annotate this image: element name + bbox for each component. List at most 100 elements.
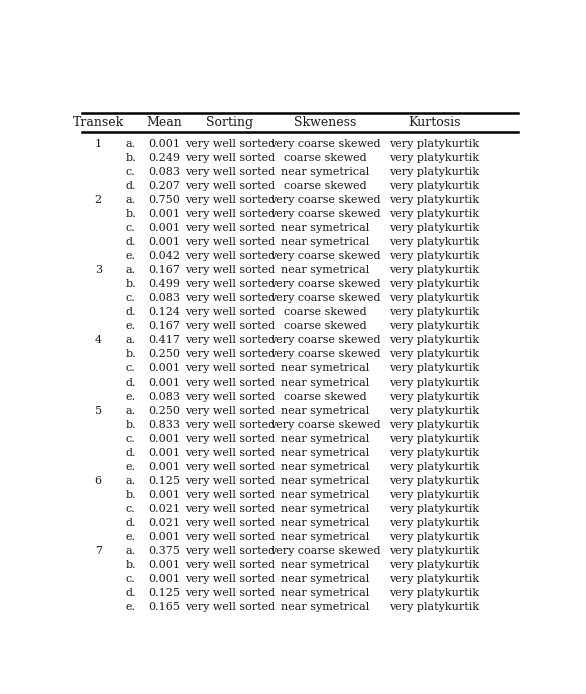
Text: coarse skewed: coarse skewed (284, 391, 367, 402)
Text: very platykurtik: very platykurtik (389, 251, 479, 261)
Text: 0.042: 0.042 (148, 251, 180, 261)
Text: very well sorted: very well sorted (185, 518, 275, 528)
Text: very well sorted: very well sorted (185, 364, 275, 373)
Text: d.: d. (125, 307, 136, 317)
Text: 0.001: 0.001 (148, 434, 180, 443)
Text: Kurtosis: Kurtosis (408, 117, 461, 129)
Text: near symetrical: near symetrical (281, 167, 369, 177)
Text: very platykurtik: very platykurtik (389, 335, 479, 346)
Text: very coarse skewed: very coarse skewed (270, 293, 380, 303)
Text: very platykurtik: very platykurtik (389, 321, 479, 331)
Text: 0.001: 0.001 (148, 462, 180, 472)
Text: very platykurtik: very platykurtik (389, 391, 479, 402)
Text: very platykurtik: very platykurtik (389, 223, 479, 233)
Text: very well sorted: very well sorted (185, 420, 275, 430)
Text: very platykurtik: very platykurtik (389, 476, 479, 486)
Text: 0.165: 0.165 (148, 602, 180, 612)
Text: very platykurtik: very platykurtik (389, 293, 479, 303)
Text: e.: e. (125, 321, 135, 331)
Text: very platykurtik: very platykurtik (389, 589, 479, 598)
Text: very platykurtik: very platykurtik (389, 237, 479, 247)
Text: 0.499: 0.499 (148, 279, 180, 289)
Text: very platykurtik: very platykurtik (389, 434, 479, 443)
Text: very well sorted: very well sorted (185, 504, 275, 514)
Text: d.: d. (125, 180, 136, 191)
Text: very coarse skewed: very coarse skewed (270, 335, 380, 346)
Text: 0.001: 0.001 (148, 139, 180, 149)
Text: near symetrical: near symetrical (281, 518, 369, 528)
Text: 0.167: 0.167 (148, 265, 180, 275)
Text: very platykurtik: very platykurtik (389, 195, 479, 205)
Text: 1: 1 (95, 139, 102, 149)
Text: very coarse skewed: very coarse skewed (270, 209, 380, 219)
Text: 0.001: 0.001 (148, 532, 180, 542)
Text: very well sorted: very well sorted (185, 405, 275, 416)
Text: c.: c. (125, 167, 135, 177)
Text: near symetrical: near symetrical (281, 434, 369, 443)
Text: very well sorted: very well sorted (185, 195, 275, 205)
Text: very platykurtik: very platykurtik (389, 364, 479, 373)
Text: very platykurtik: very platykurtik (389, 265, 479, 275)
Text: b.: b. (125, 349, 136, 359)
Text: very platykurtik: very platykurtik (389, 448, 479, 458)
Text: c.: c. (125, 504, 135, 514)
Text: very well sorted: very well sorted (185, 490, 275, 500)
Text: very well sorted: very well sorted (185, 293, 275, 303)
Text: very well sorted: very well sorted (185, 575, 275, 584)
Text: 0.249: 0.249 (148, 153, 180, 162)
Text: near symetrical: near symetrical (281, 265, 369, 275)
Text: very well sorted: very well sorted (185, 335, 275, 346)
Text: d.: d. (125, 237, 136, 247)
Text: Transek: Transek (73, 117, 124, 129)
Text: very coarse skewed: very coarse skewed (270, 420, 380, 430)
Text: very well sorted: very well sorted (185, 602, 275, 612)
Text: near symetrical: near symetrical (281, 490, 369, 500)
Text: very platykurtik: very platykurtik (389, 349, 479, 359)
Text: very platykurtik: very platykurtik (389, 405, 479, 416)
Text: very well sorted: very well sorted (185, 391, 275, 402)
Text: 0.001: 0.001 (148, 490, 180, 500)
Text: very well sorted: very well sorted (185, 448, 275, 458)
Text: very platykurtik: very platykurtik (389, 420, 479, 430)
Text: near symetrical: near symetrical (281, 223, 369, 233)
Text: 2: 2 (95, 195, 102, 205)
Text: 0.207: 0.207 (148, 180, 180, 191)
Text: Skweness: Skweness (294, 117, 356, 129)
Text: very platykurtik: very platykurtik (389, 167, 479, 177)
Text: 0.375: 0.375 (148, 546, 180, 556)
Text: 0.001: 0.001 (148, 223, 180, 233)
Text: very well sorted: very well sorted (185, 180, 275, 191)
Text: a.: a. (125, 335, 135, 346)
Text: e.: e. (125, 532, 135, 542)
Text: 0.125: 0.125 (148, 589, 180, 598)
Text: very well sorted: very well sorted (185, 476, 275, 486)
Text: e.: e. (125, 391, 135, 402)
Text: coarse skewed: coarse skewed (284, 307, 367, 317)
Text: near symetrical: near symetrical (281, 560, 369, 570)
Text: b.: b. (125, 490, 136, 500)
Text: very well sorted: very well sorted (185, 434, 275, 443)
Text: a.: a. (125, 265, 135, 275)
Text: e.: e. (125, 602, 135, 612)
Text: very well sorted: very well sorted (185, 209, 275, 219)
Text: very platykurtik: very platykurtik (389, 462, 479, 472)
Text: b.: b. (125, 209, 136, 219)
Text: very platykurtik: very platykurtik (389, 307, 479, 317)
Text: 0.167: 0.167 (148, 321, 180, 331)
Text: c.: c. (125, 364, 135, 373)
Text: very platykurtik: very platykurtik (389, 560, 479, 570)
Text: very well sorted: very well sorted (185, 560, 275, 570)
Text: 0.001: 0.001 (148, 209, 180, 219)
Text: 0.833: 0.833 (148, 420, 180, 430)
Text: very platykurtik: very platykurtik (389, 180, 479, 191)
Text: 0.021: 0.021 (148, 518, 180, 528)
Text: very well sorted: very well sorted (185, 321, 275, 331)
Text: very well sorted: very well sorted (185, 265, 275, 275)
Text: very coarse skewed: very coarse skewed (270, 195, 380, 205)
Text: 0.250: 0.250 (148, 349, 180, 359)
Text: 0.001: 0.001 (148, 448, 180, 458)
Text: near symetrical: near symetrical (281, 476, 369, 486)
Text: very well sorted: very well sorted (185, 251, 275, 261)
Text: very platykurtik: very platykurtik (389, 279, 479, 289)
Text: d.: d. (125, 589, 136, 598)
